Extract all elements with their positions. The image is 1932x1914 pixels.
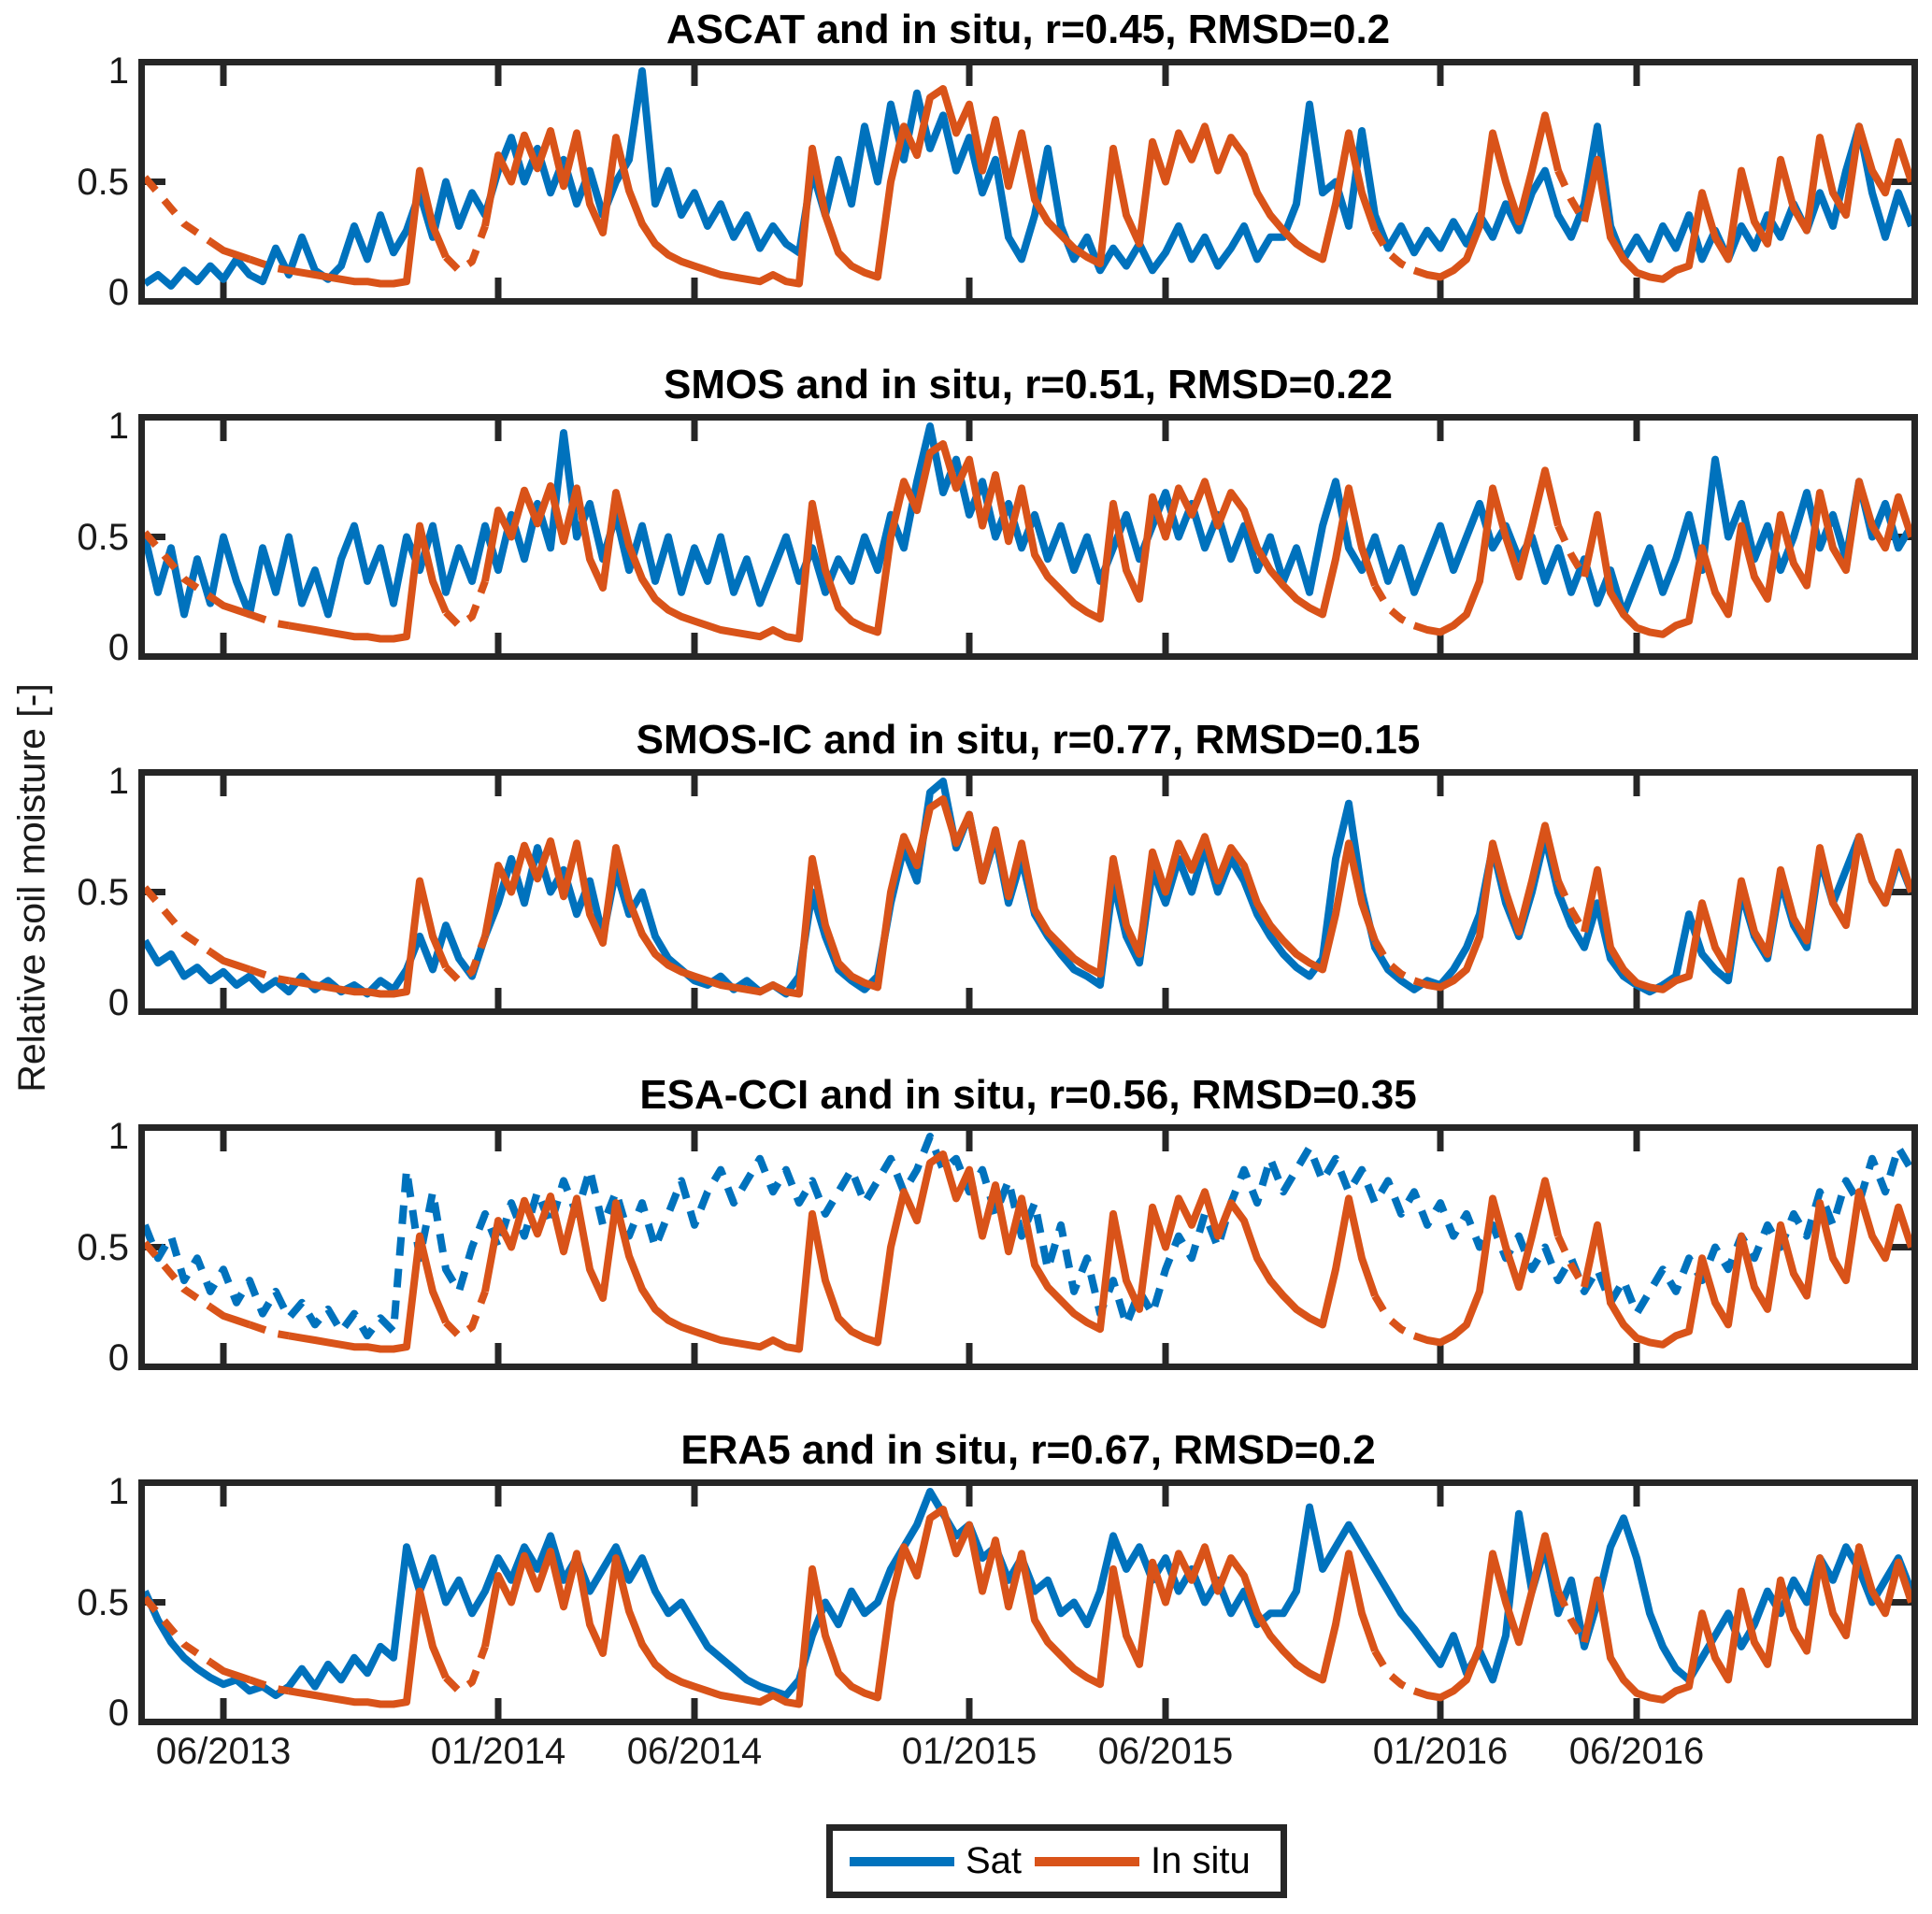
series-line-insitu (443, 935, 489, 985)
y-tick-label-0.5: 0.5 (77, 161, 129, 203)
series-line-insitu (481, 440, 1379, 643)
x-tick-label-01-2014: 01/2014 (430, 1731, 566, 1772)
y-tick-label-0.5: 0.5 (77, 1226, 129, 1268)
y-tick-label-1: 1 (107, 1116, 129, 1157)
y-tick-label-1: 1 (107, 50, 129, 92)
subplot-title-smos_ic: SMOS-IC and in situ, r=0.77, RMSD=0.15 (636, 717, 1421, 763)
plot-area-ascat (145, 65, 1911, 298)
series-line-insitu (288, 521, 450, 643)
series-line-insitu (208, 949, 251, 974)
series-line-insitu (1581, 1188, 1911, 1349)
series-line-insitu (248, 255, 290, 275)
series-line-insitu (1554, 168, 1588, 224)
series-line-insitu (1412, 821, 1562, 992)
y-tick-label-0: 0 (107, 627, 129, 668)
y-tick-label-1: 1 (107, 406, 129, 447)
series-line-insitu (208, 238, 251, 264)
series-line-insitu (288, 1587, 450, 1708)
y-tick-label-0.5: 0.5 (77, 1581, 129, 1623)
x-tick-label-06-2015: 06/2015 (1097, 1731, 1234, 1772)
series-line-insitu (1581, 1543, 1911, 1704)
series-line-insitu (1412, 111, 1562, 281)
series-line-insitu (443, 579, 489, 630)
subplot-title-era5: ERA5 and in situ, r=0.67, RMSD=0.2 (680, 1427, 1376, 1473)
series-line-insitu (481, 85, 1379, 288)
series-line-insitu (248, 1676, 290, 1695)
y-tick-label-0.5: 0.5 (77, 871, 129, 913)
series-line-insitu (1581, 122, 1911, 283)
series-line-insitu (288, 1232, 450, 1353)
y-tick-label-0: 0 (107, 272, 129, 313)
y-tick-label-0: 0 (107, 1337, 129, 1378)
legend-sat-label: Sat (966, 1840, 1023, 1881)
series-line-insitu (248, 610, 290, 630)
series-line-insitu (288, 877, 450, 998)
series-line-insitu (1371, 1649, 1416, 1694)
series-line-insitu (481, 1150, 1379, 1353)
series-line-insitu (1371, 228, 1416, 274)
series-line-insitu (145, 175, 213, 245)
series-line-insitu (1371, 938, 1416, 984)
axes-frame-era5 (138, 1479, 1918, 1725)
y-tick-label-0: 0 (107, 982, 129, 1023)
subplot-title-ascat: ASCAT and in situ, r=0.45, RMSD=0.2 (665, 7, 1391, 52)
axes-frame-ascat (138, 59, 1918, 305)
series-line-insitu (288, 166, 450, 288)
legend-box: Sat In situ (826, 1824, 1287, 1898)
series-line-insitu (248, 1321, 290, 1340)
series-line-insitu (1581, 478, 1911, 638)
series-line-insitu (1554, 523, 1588, 579)
y-tick-label-0: 0 (107, 1693, 129, 1734)
series-line-insitu (248, 965, 290, 985)
legend-insitu-line-swatch (1035, 1856, 1140, 1866)
axes-frame-smos_ic (138, 769, 1918, 1015)
y-tick-label-1: 1 (107, 1471, 129, 1512)
series-line-insitu (481, 795, 1379, 998)
series-line-insitu (1554, 878, 1588, 935)
plot-area-smos_ic (145, 776, 1911, 1008)
axes-frame-smos (138, 414, 1918, 660)
series-line-insitu (1371, 583, 1416, 629)
series-line-insitu (208, 1304, 251, 1329)
legend-sat-line-swatch (850, 1856, 954, 1866)
plot-area-esa_cci (145, 1131, 1911, 1364)
series-line-insitu (1581, 833, 1911, 993)
series-line-insitu (208, 1659, 251, 1684)
series-line-insitu (1371, 1293, 1416, 1339)
series-line-insitu (481, 1506, 1379, 1708)
subplot-title-smos: SMOS and in situ, r=0.51, RMSD=0.22 (663, 362, 1394, 407)
series-line-insitu (1412, 1177, 1562, 1347)
plot-area-smos (145, 421, 1911, 653)
series-line-insitu (443, 1290, 489, 1340)
x-tick-label-06-2016: 06/2016 (1568, 1731, 1705, 1772)
series-line-insitu (1554, 1234, 1588, 1290)
series-line-insitu (1412, 1532, 1562, 1702)
series-line-insitu (1554, 1589, 1588, 1645)
subplot-title-esa_cci: ESA-CCI and in situ, r=0.56, RMSD=0.35 (639, 1072, 1417, 1118)
axes-frame-esa_cci (138, 1124, 1918, 1370)
x-tick-label-01-2015: 01/2015 (901, 1731, 1038, 1772)
x-tick-label-06-2013: 06/2013 (155, 1731, 292, 1772)
series-line-insitu (208, 593, 251, 619)
series-line-insitu (443, 1645, 489, 1695)
series-line-insitu (145, 885, 213, 955)
series-line-insitu (1412, 466, 1562, 636)
legend-insitu-label: In situ (1151, 1840, 1251, 1881)
y-tick-label-1: 1 (107, 761, 129, 802)
plot-area-era5 (145, 1486, 1911, 1719)
y-tick-label-0.5: 0.5 (77, 516, 129, 558)
series-line-insitu (443, 224, 489, 275)
x-tick-label-01-2016: 01/2016 (1372, 1731, 1509, 1772)
x-tick-label-06-2014: 06/2014 (626, 1731, 763, 1772)
